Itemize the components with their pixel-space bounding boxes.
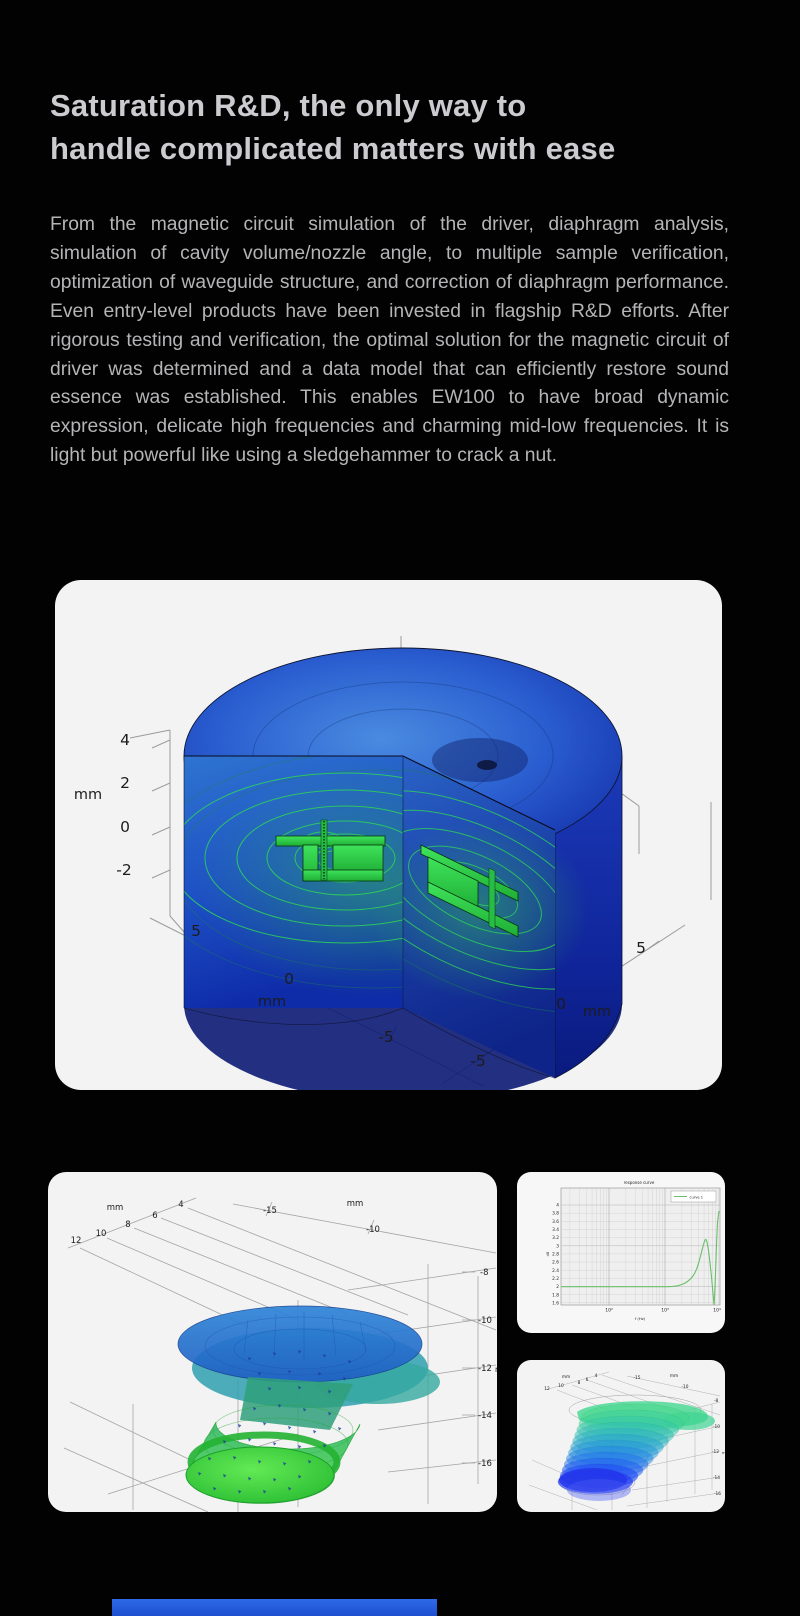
cut-edges bbox=[183, 755, 556, 1079]
top-tick: 6 bbox=[152, 1211, 157, 1221]
x-axis-unit: mm bbox=[258, 994, 286, 1010]
top-tick: 10 bbox=[558, 1383, 564, 1389]
z-tick: 0 bbox=[120, 818, 130, 836]
response-curve bbox=[561, 1210, 720, 1306]
top-axis-unit: mm bbox=[562, 1375, 570, 1380]
page-title-line1: Saturation R&D, the only way to bbox=[50, 88, 527, 123]
y-tick: 5 bbox=[636, 939, 646, 957]
page-title: Saturation R&D, the only way to handle c… bbox=[50, 84, 615, 170]
svg-text:10⁴: 10⁴ bbox=[713, 1308, 721, 1314]
right-tick: -8 bbox=[714, 1398, 719, 1404]
funnel-top bbox=[177, 1305, 423, 1383]
svg-text:1.8: 1.8 bbox=[552, 1292, 559, 1298]
top-tick: 6 bbox=[586, 1377, 589, 1383]
svg-text:10²: 10² bbox=[605, 1308, 613, 1314]
magnetic-simulation-figure: 4 2 0 -2 mm 5 0 -5 mm 5 0 -5 mm bbox=[74, 636, 712, 1090]
right-tick: -8 bbox=[480, 1268, 488, 1278]
driver-3d bbox=[177, 1305, 440, 1504]
svg-text:3: 3 bbox=[556, 1243, 559, 1249]
right-tick: -14 bbox=[713, 1475, 720, 1481]
svg-text:2.2: 2.2 bbox=[552, 1276, 559, 1282]
next-section-preview bbox=[112, 1599, 437, 1616]
x-tick: -5 bbox=[378, 1028, 393, 1046]
depth-tick: -10 bbox=[681, 1384, 688, 1390]
svg-text:1.6: 1.6 bbox=[552, 1301, 559, 1307]
top-axis-unit: mm bbox=[107, 1203, 124, 1213]
svg-text:2: 2 bbox=[556, 1284, 559, 1290]
svg-text:4: 4 bbox=[556, 1203, 559, 1209]
svg-text:3.4: 3.4 bbox=[552, 1227, 559, 1233]
frequency-chart-figure: curve 1 response curve dB f (Hz) 4 3.8 3.… bbox=[546, 1180, 721, 1321]
right-tick: -12 bbox=[712, 1449, 719, 1455]
z-tick: 4 bbox=[120, 731, 130, 749]
right-tick: -10 bbox=[713, 1424, 720, 1430]
depth-tick: -10 bbox=[366, 1225, 380, 1235]
y-tick: 0 bbox=[556, 995, 566, 1013]
svg-text:10³: 10³ bbox=[661, 1308, 669, 1314]
svg-text:3.8: 3.8 bbox=[552, 1211, 559, 1217]
right-axis-unit: m bbox=[722, 1450, 725, 1455]
top-tick: 8 bbox=[125, 1220, 130, 1230]
frequency-chart-panel: curve 1 response curve dB f (Hz) 4 3.8 3.… bbox=[517, 1172, 725, 1333]
depth-axis-unit: mm bbox=[347, 1199, 364, 1209]
x-tick: 5 bbox=[191, 922, 201, 940]
magnet-section-left bbox=[275, 819, 386, 882]
cylinder-3d bbox=[183, 647, 623, 1090]
legend-label: curve 1 bbox=[690, 1196, 704, 1200]
cone-simulation-figure: mm 4 6 8 10 12 -15 mm -10 -8 -10 -12 m -… bbox=[63, 1197, 497, 1512]
z-tick: -2 bbox=[116, 861, 131, 879]
right-tick: -16 bbox=[714, 1491, 721, 1497]
page-title-line2: handle complicated matters with ease bbox=[50, 131, 616, 166]
legend: curve 1 bbox=[670, 1190, 717, 1203]
top-tick: 4 bbox=[178, 1200, 183, 1210]
right-tick: -12 bbox=[478, 1364, 492, 1374]
chart-title: response curve bbox=[624, 1180, 655, 1185]
z-axis-unit: mm bbox=[74, 787, 102, 803]
modal-simulation-figure: mm 4 6 8 10 12 -15 mm -10 -8 -10 -12 m -… bbox=[528, 1371, 725, 1511]
top-tick: 10 bbox=[96, 1229, 107, 1239]
depth-tick: -15 bbox=[633, 1375, 640, 1381]
top-tick: 12 bbox=[71, 1236, 82, 1246]
x-tick: 0 bbox=[284, 970, 294, 988]
top-tick: 12 bbox=[544, 1386, 550, 1392]
flux-lines-outer bbox=[184, 756, 403, 989]
right-tick: -16 bbox=[478, 1459, 492, 1469]
y-tick: -5 bbox=[470, 1052, 485, 1070]
displacement-contours bbox=[557, 1401, 715, 1501]
svg-text:2.6: 2.6 bbox=[552, 1260, 559, 1266]
cone-throat bbox=[240, 1377, 353, 1430]
x-ticks: 10² 10³ 10⁴ bbox=[605, 1308, 721, 1314]
top-tick: 4 bbox=[595, 1373, 598, 1379]
z-tick: 2 bbox=[120, 774, 130, 792]
svg-text:2.8: 2.8 bbox=[552, 1252, 559, 1258]
plot-area bbox=[560, 1187, 721, 1306]
top-tick: 8 bbox=[578, 1380, 581, 1386]
right-tick: -10 bbox=[478, 1316, 492, 1326]
magnet-section-right bbox=[420, 844, 519, 938]
depth-axis-unit: mm bbox=[670, 1374, 678, 1379]
nozzle-cap bbox=[185, 1446, 335, 1504]
y-axis-unit: mm bbox=[583, 1004, 611, 1020]
magnetic-simulation-panel: 4 2 0 -2 mm 5 0 -5 mm 5 0 -5 mm bbox=[55, 580, 722, 1090]
modal-simulation-panel: mm 4 6 8 10 12 -15 mm -10 -8 -10 -12 m -… bbox=[517, 1360, 725, 1512]
right-axis-unit: m bbox=[495, 1365, 497, 1374]
svg-text:2.4: 2.4 bbox=[552, 1268, 559, 1274]
y-ticks: 4 3.8 3.6 3.4 3.2 3 2.8 2.6 2.4 2.2 2 1.8 1.6 bbox=[552, 1203, 559, 1307]
svg-text:3.2: 3.2 bbox=[552, 1235, 559, 1241]
intro-paragraph: From the magnetic circuit simulation of … bbox=[50, 214, 729, 467]
right-tick: -14 bbox=[478, 1411, 492, 1421]
cone-simulation-panel: mm 4 6 8 10 12 -15 mm -10 -8 -10 -12 m -… bbox=[48, 1172, 497, 1512]
x-axis-label: f (Hz) bbox=[635, 1316, 646, 1321]
y-axis-label: dB bbox=[546, 1251, 550, 1256]
svg-text:3.6: 3.6 bbox=[552, 1219, 559, 1225]
depth-tick: -15 bbox=[263, 1206, 277, 1216]
